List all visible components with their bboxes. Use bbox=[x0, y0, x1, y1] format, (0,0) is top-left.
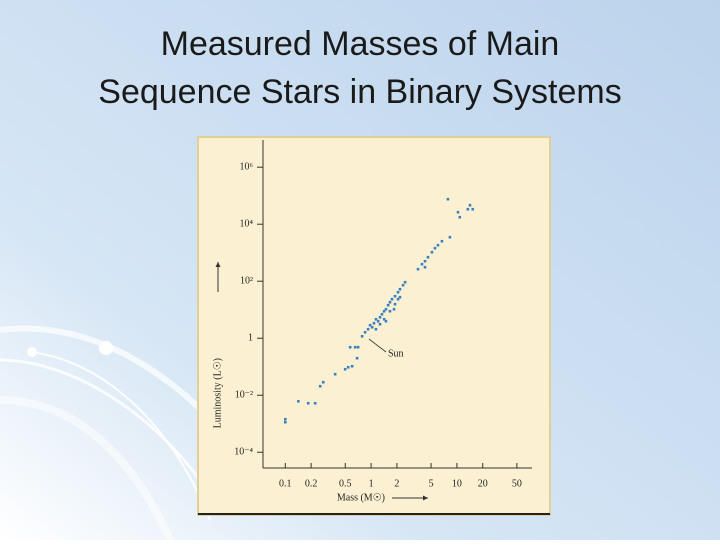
data-point bbox=[436, 243, 440, 247]
data-point bbox=[466, 207, 470, 211]
data-point bbox=[393, 294, 397, 298]
x-tick-label: 0.1 bbox=[279, 478, 292, 489]
x-tick-label: 0.2 bbox=[305, 478, 318, 489]
data-point bbox=[346, 365, 350, 369]
data-point bbox=[396, 297, 400, 301]
data-point bbox=[378, 315, 382, 319]
swoosh-dot bbox=[27, 347, 37, 357]
annotation-leader bbox=[368, 338, 387, 353]
data-point bbox=[283, 420, 287, 424]
data-point bbox=[398, 295, 402, 299]
annotation: Sun bbox=[388, 348, 404, 359]
data-point bbox=[396, 290, 400, 294]
data-point bbox=[392, 307, 396, 311]
data-point bbox=[353, 345, 357, 349]
data-point bbox=[446, 197, 450, 201]
data-point bbox=[403, 280, 407, 284]
y-tick-label: 10⁻² bbox=[235, 390, 253, 401]
data-point bbox=[430, 250, 434, 254]
data-point bbox=[356, 345, 360, 349]
x-tick-label: 2 bbox=[394, 478, 399, 489]
slide-title: Measured Masses of Main bbox=[161, 25, 560, 63]
x-tick-label: 50 bbox=[512, 478, 522, 489]
data-point bbox=[388, 300, 392, 304]
data-point bbox=[390, 297, 394, 301]
data-point bbox=[448, 235, 452, 239]
data-point bbox=[426, 255, 430, 259]
y-tick-label: 10⁻⁴ bbox=[234, 447, 253, 458]
data-point bbox=[333, 372, 337, 376]
data-point bbox=[420, 262, 424, 266]
y-axis-label: Luminosity (L☉) bbox=[212, 358, 223, 428]
data-point bbox=[384, 319, 388, 323]
x-axis-label: Mass (M☉) bbox=[337, 492, 385, 503]
data-point bbox=[423, 265, 427, 269]
data-point bbox=[380, 312, 384, 316]
data-point bbox=[372, 321, 376, 325]
data-point bbox=[423, 259, 427, 263]
data-point bbox=[382, 309, 386, 313]
data-point bbox=[360, 334, 364, 338]
data-point bbox=[348, 345, 352, 349]
y-tick-label: 10⁶ bbox=[240, 161, 254, 172]
data-point bbox=[416, 267, 420, 271]
data-point bbox=[374, 327, 378, 331]
x-tick-label: 1 bbox=[369, 478, 374, 489]
slide-title: Sequence Stars in Binary Systems bbox=[98, 73, 621, 111]
x-tick-label: 5 bbox=[429, 478, 434, 489]
data-point bbox=[368, 323, 372, 327]
data-point bbox=[366, 327, 370, 331]
y-tick-label: 10⁴ bbox=[240, 219, 254, 230]
data-point bbox=[350, 364, 354, 368]
data-point bbox=[306, 401, 310, 405]
data-point bbox=[313, 401, 317, 405]
data-point bbox=[468, 203, 472, 207]
x-tick-label: 10 bbox=[452, 478, 462, 489]
data-point bbox=[440, 239, 444, 243]
data-point bbox=[370, 325, 374, 329]
figure-frame bbox=[197, 136, 551, 516]
data-point bbox=[343, 367, 347, 371]
data-point bbox=[433, 246, 437, 250]
data-point bbox=[321, 380, 325, 384]
data-point bbox=[401, 283, 405, 287]
data-point bbox=[376, 319, 380, 323]
data-point bbox=[378, 322, 382, 326]
y-arrow-head bbox=[215, 262, 221, 267]
data-point bbox=[471, 207, 475, 211]
data-point bbox=[382, 317, 386, 321]
y-tick-label: 1 bbox=[248, 333, 253, 344]
swoosh-dot bbox=[99, 341, 113, 355]
data-point bbox=[388, 309, 392, 313]
data-point bbox=[374, 317, 378, 321]
data-point bbox=[355, 356, 359, 360]
y-tick-label: 10² bbox=[240, 276, 253, 287]
x-arrow-head bbox=[423, 495, 428, 501]
data-point bbox=[398, 287, 402, 291]
data-point bbox=[297, 399, 300, 403]
data-point bbox=[384, 307, 388, 311]
data-point bbox=[386, 303, 390, 307]
data-point bbox=[363, 330, 367, 334]
x-tick-label: 0.5 bbox=[339, 478, 352, 489]
data-point bbox=[456, 210, 460, 214]
x-tick-label: 20 bbox=[478, 478, 488, 489]
data-point bbox=[318, 384, 322, 388]
data-point bbox=[458, 215, 462, 219]
data-point bbox=[393, 302, 397, 306]
data-point bbox=[283, 417, 287, 421]
